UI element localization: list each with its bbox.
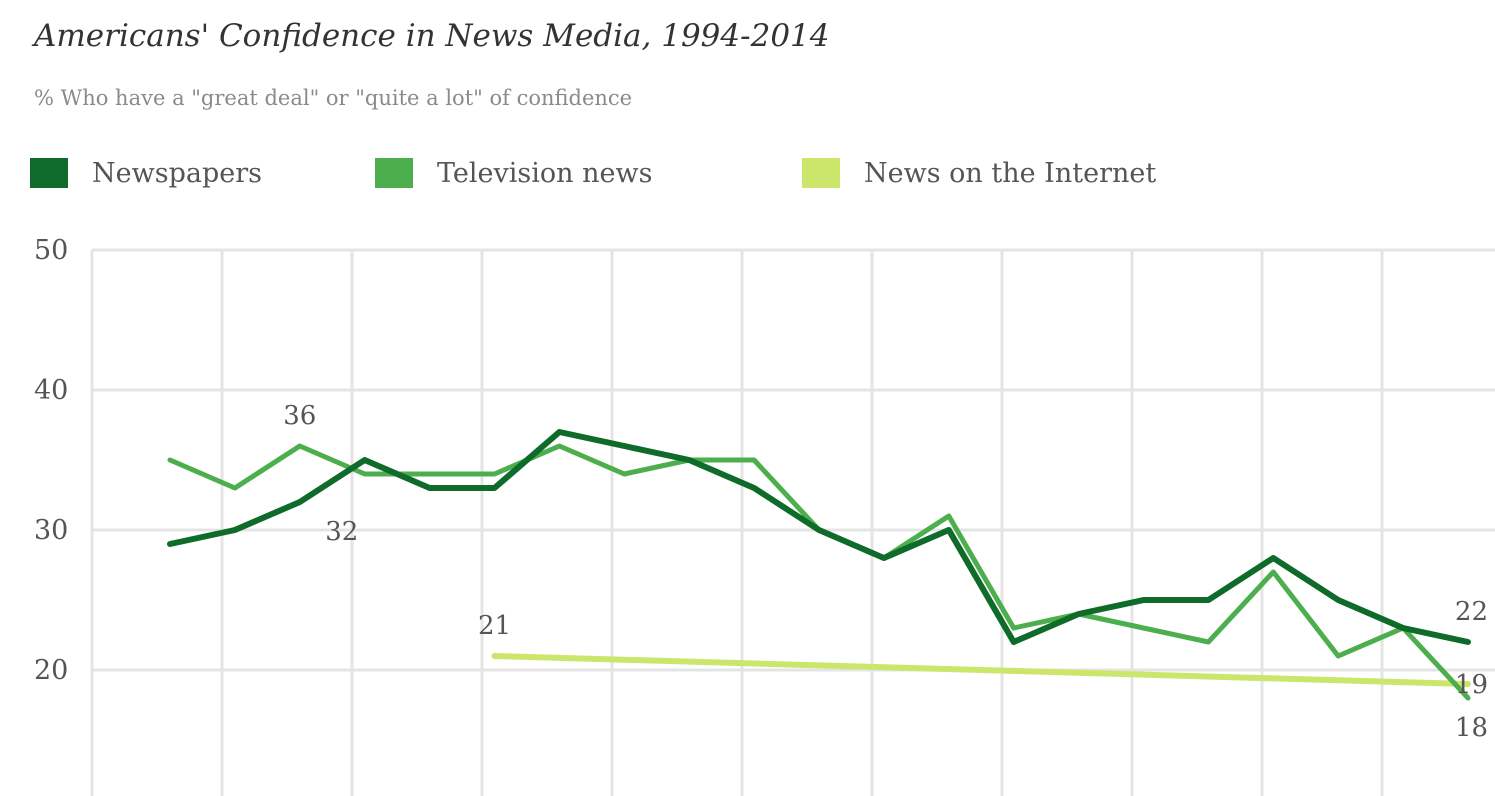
y-tick-label-20: 20	[34, 655, 68, 686]
legend-item-news-on-the-internet: News on the Internet	[802, 153, 1156, 193]
series-line-television-news	[167, 443, 1471, 701]
legend-label-television-news: Television news	[437, 157, 653, 189]
legend-swatch-news-on-the-internet	[802, 158, 840, 188]
legend-item-newspapers: Newspapers	[30, 153, 262, 193]
data-label-32: 32	[325, 517, 358, 547]
y-tick-label-30: 30	[34, 515, 68, 546]
data-label-19: 19	[1455, 670, 1488, 700]
data-label-36: 36	[283, 401, 316, 431]
legend-label-news-on-the-internet: News on the Internet	[864, 157, 1157, 189]
chart-subtitle: % Who have a "great deal" or "quite a lo…	[34, 86, 633, 110]
data-label-21: 21	[478, 611, 511, 641]
data-label-18: 18	[1455, 713, 1488, 743]
series-line-newspapers	[167, 429, 1471, 645]
y-tick-label-40: 40	[34, 375, 68, 406]
legend-swatch-newspapers	[30, 158, 68, 188]
legend-swatch-television-news	[375, 158, 413, 188]
chart-title: Americans' Confidence in News Media, 199…	[34, 18, 830, 54]
legend-item-television-news: Television news	[375, 153, 652, 193]
data-label-22: 22	[1455, 597, 1488, 627]
legend-label-newspapers: Newspapers	[92, 157, 262, 189]
y-tick-label-50: 50	[34, 235, 68, 266]
series-line-news-on-the-internet	[491, 653, 1471, 687]
